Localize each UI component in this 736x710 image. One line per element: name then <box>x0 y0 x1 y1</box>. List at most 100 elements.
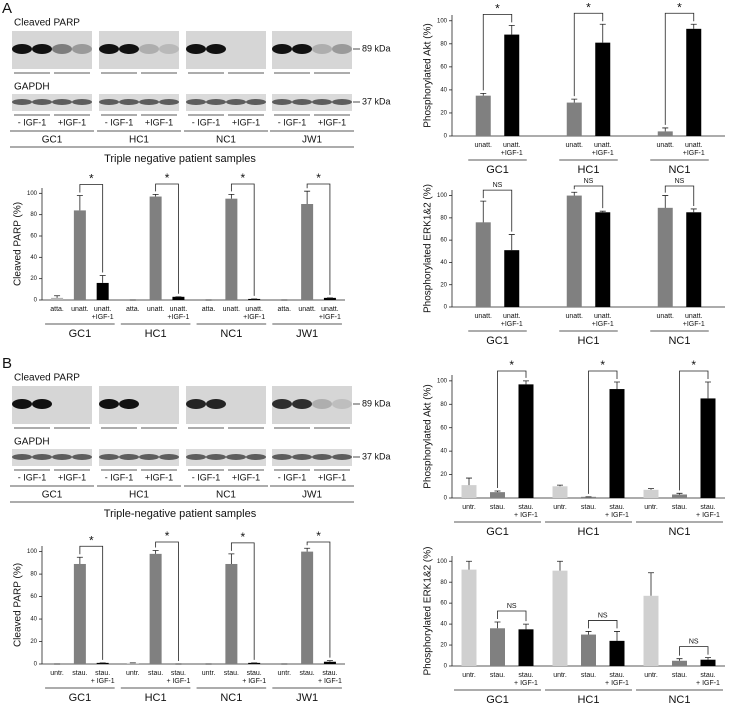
sample-label: NC1 <box>216 135 236 146</box>
category-label: HC1 <box>145 328 167 340</box>
y-tick-label: 0 <box>34 662 38 668</box>
error-bar <box>523 380 529 385</box>
bar <box>609 640 625 666</box>
bar-label: unatt. +IGF-1 <box>592 142 614 157</box>
y-tick-label: 20 <box>440 472 447 478</box>
bar-label: unatt. <box>474 313 492 320</box>
error-bar <box>599 210 606 213</box>
significance-label: NS <box>675 178 685 185</box>
significance-bracket <box>155 183 179 294</box>
error-bar <box>508 24 515 35</box>
lane-label: - IGF-1 <box>105 117 134 127</box>
error-bar <box>662 195 669 208</box>
significance-label: NS <box>689 638 699 645</box>
bar-label: unatt. <box>474 142 492 149</box>
y-tick-label: 60 <box>440 238 447 244</box>
significance-label: * <box>165 171 170 185</box>
significance-bracket <box>588 620 618 629</box>
error-bar <box>304 547 311 552</box>
bar-label: unatt. +IGF-1 <box>243 306 265 321</box>
band <box>12 454 32 460</box>
band <box>119 454 139 460</box>
bar-label: untr. <box>50 670 64 677</box>
band <box>246 454 266 460</box>
bar <box>225 563 238 664</box>
bar <box>172 296 185 300</box>
bar <box>149 196 162 300</box>
bar-label: unatt. <box>71 306 89 313</box>
bar <box>96 662 109 664</box>
significance-label: * <box>509 358 514 372</box>
bar-label: unatt. +IGF-1 <box>92 306 114 321</box>
sample-label: GC1 <box>42 135 63 146</box>
y-tick-label: 40 <box>440 87 447 93</box>
y-axis-label: Phosphorylated Akt (%) <box>423 384 434 489</box>
bar-label: stau. + IGF-1 <box>514 504 538 519</box>
y-tick-label: 0 <box>444 496 448 502</box>
band <box>332 454 352 460</box>
error-bar <box>557 560 563 571</box>
lane-label: +IGF-1 <box>58 117 86 127</box>
blot-label: Cleaved PARP <box>14 373 80 384</box>
error-bar <box>690 23 697 29</box>
y-tick-label: 0 <box>444 134 448 140</box>
category-label: NC1 <box>220 328 242 340</box>
bar-label: unatt. <box>298 306 316 313</box>
error-bar <box>648 488 654 490</box>
y-tick-label: 40 <box>30 617 37 623</box>
category-label: JW1 <box>296 328 318 340</box>
significance-bracket <box>497 610 527 622</box>
bar <box>700 659 716 666</box>
significance-bracket <box>155 541 179 661</box>
significance-label: * <box>586 0 591 14</box>
bar-label: unatt. +IGF-1 <box>319 306 341 321</box>
bar <box>490 628 505 666</box>
band <box>72 99 92 105</box>
bar <box>504 250 520 307</box>
y-tick-label: 20 <box>30 276 37 282</box>
marker-label: 89 kDa <box>362 43 391 53</box>
y-tick-label: 20 <box>440 282 447 288</box>
bar <box>149 553 162 664</box>
error-bar <box>76 195 83 211</box>
bar-label: stau. + IGF-1 <box>166 670 190 685</box>
y-tick-label: 100 <box>27 549 38 555</box>
significance-label: * <box>495 2 500 16</box>
band <box>72 44 92 54</box>
bar <box>581 496 596 498</box>
bar <box>657 131 673 136</box>
significance-label: * <box>240 171 245 185</box>
band <box>32 399 52 409</box>
lane-label: - IGF-1 <box>105 472 134 482</box>
significance-bracket <box>306 183 331 295</box>
category-label: HC1 <box>577 335 599 347</box>
bar <box>73 563 86 664</box>
category-label: HC1 <box>577 694 599 706</box>
bar <box>475 222 491 307</box>
category-label: HC1 <box>577 164 599 176</box>
bar-label: stau. + IGF-1 <box>514 672 538 687</box>
bar-label: stau. + IGF-1 <box>242 670 266 685</box>
y-tick-label: 40 <box>440 260 447 266</box>
error-bar <box>557 484 563 487</box>
error-bar <box>676 492 683 495</box>
band <box>119 399 139 409</box>
band <box>99 454 119 460</box>
bar-label: stau. <box>490 504 505 511</box>
y-tick-label: 40 <box>440 622 447 628</box>
band <box>32 44 52 54</box>
band <box>272 454 292 460</box>
error-bar <box>599 23 606 43</box>
bar-label: stau. <box>581 504 596 511</box>
band <box>52 454 72 460</box>
lane-label: - IGF-1 <box>18 472 47 482</box>
bar <box>225 198 238 300</box>
significance-label: * <box>600 358 605 372</box>
sample-label: HC1 <box>129 490 149 501</box>
band <box>32 99 52 105</box>
bar <box>461 569 477 666</box>
significance-bracket <box>79 184 104 273</box>
y-tick-label: 100 <box>437 193 448 199</box>
y-axis-label: Cleaved PARP (%) <box>13 202 24 286</box>
